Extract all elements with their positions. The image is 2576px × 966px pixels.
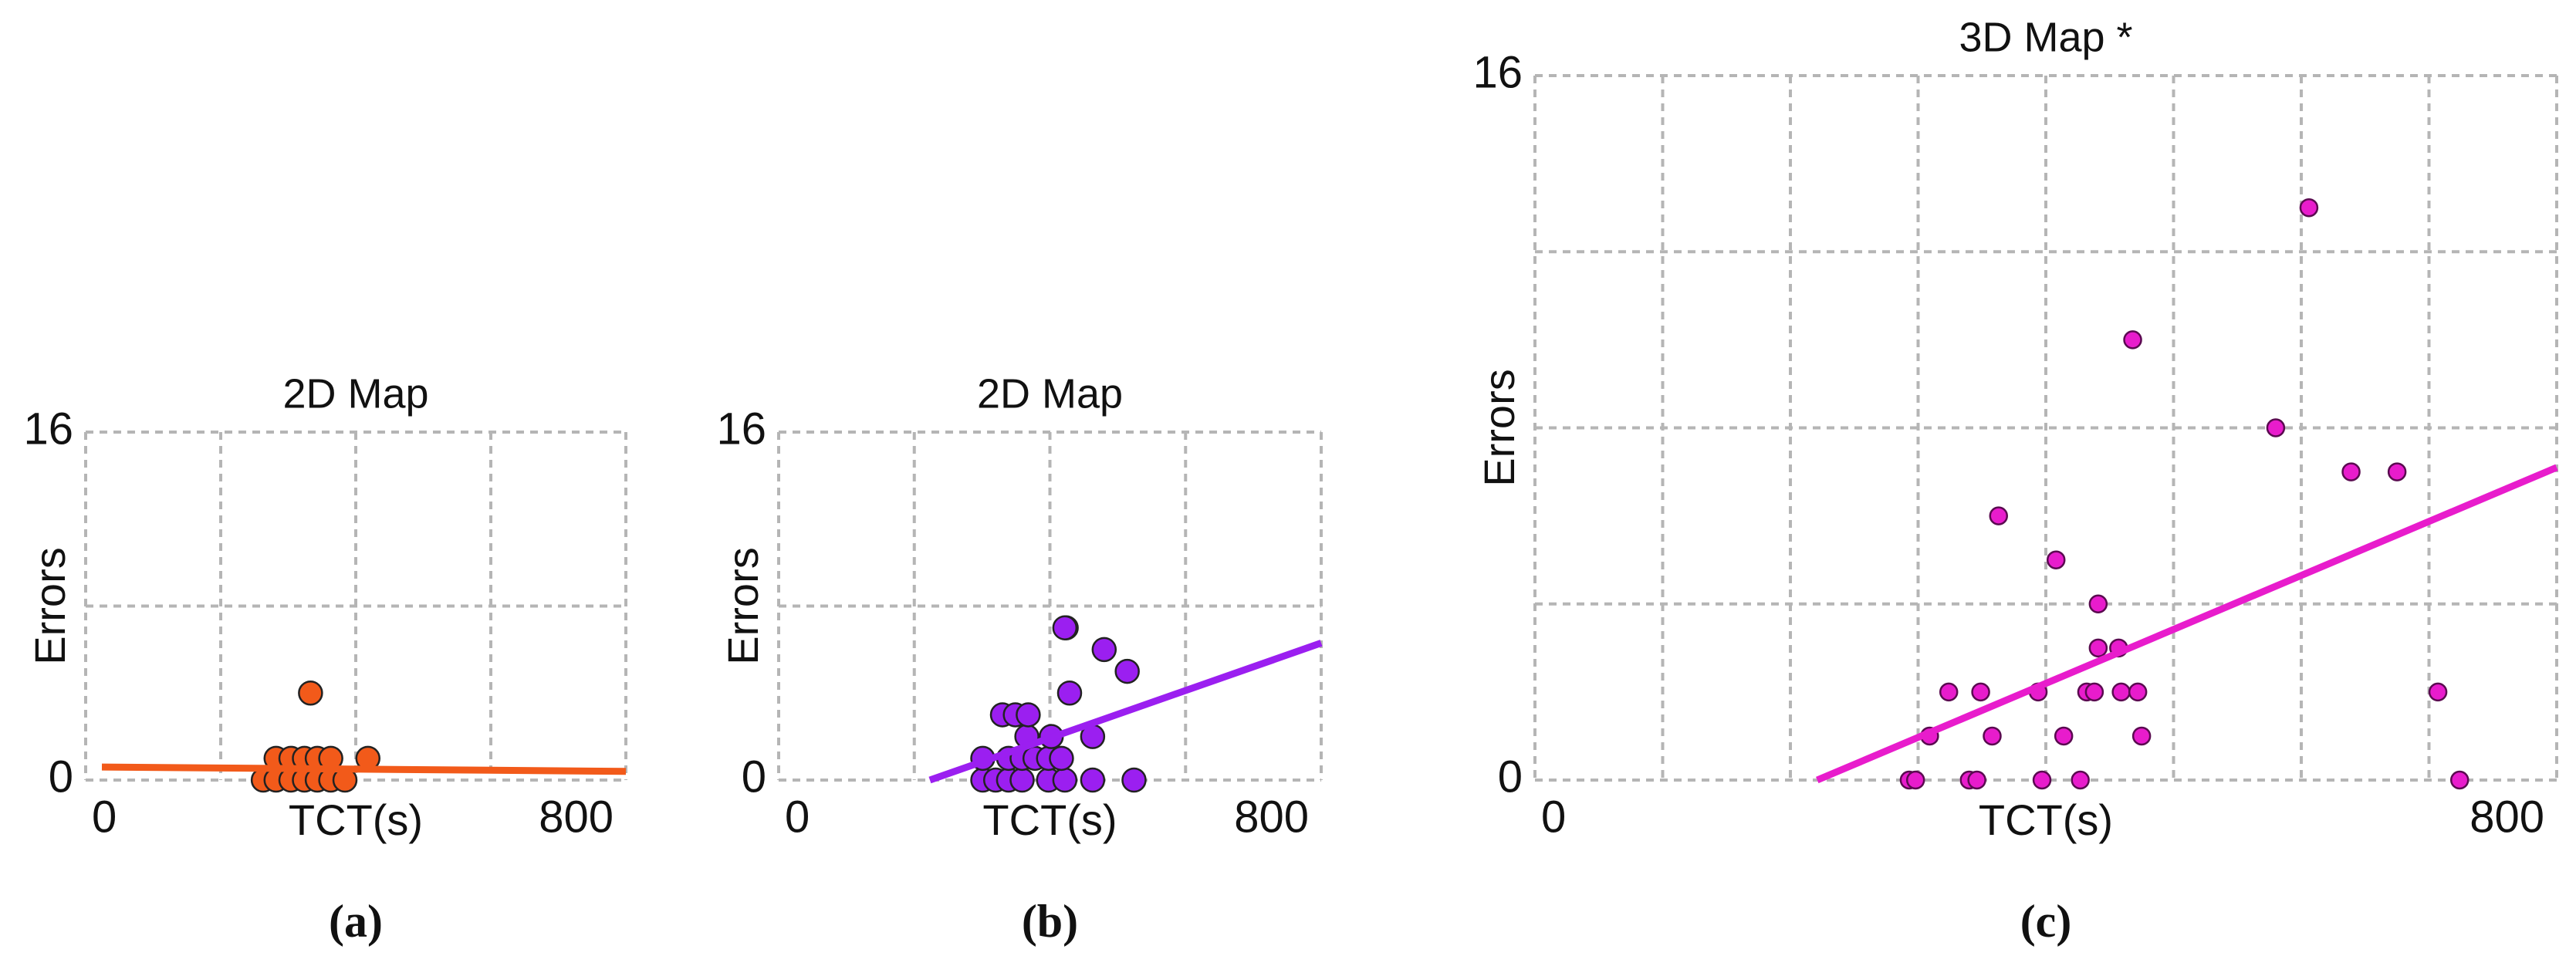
point xyxy=(1121,767,1147,793)
y-tick-label: 0 xyxy=(742,752,766,802)
point xyxy=(1114,658,1140,684)
y-tick-label: 16 xyxy=(23,404,73,454)
point xyxy=(1989,506,2009,525)
point xyxy=(2054,726,2074,746)
point xyxy=(2128,682,2148,702)
point xyxy=(2266,418,2286,437)
point xyxy=(2032,770,2052,790)
point xyxy=(2428,682,2448,702)
point xyxy=(2088,638,2108,658)
y-tick-label: 16 xyxy=(1472,47,1523,97)
point xyxy=(2299,198,2319,218)
plot: 0 800 0 16 2D Map TCT(s) Errors (b) xyxy=(716,370,1323,947)
caption: (a) xyxy=(329,896,383,947)
point xyxy=(1091,637,1117,663)
x-tick-label: 800 xyxy=(539,792,614,842)
y-tick-label: 0 xyxy=(49,752,73,802)
point xyxy=(1009,767,1035,793)
point xyxy=(1971,682,1990,702)
point xyxy=(1905,770,1925,790)
y-axis-label: Errors xyxy=(1475,369,1523,486)
point xyxy=(1052,615,1078,640)
x-axis-label: TCT(s) xyxy=(289,795,423,844)
point xyxy=(2084,682,2104,702)
point xyxy=(1056,681,1083,706)
y-tick-label: 0 xyxy=(1498,752,1523,802)
chart-title: 3D Map * xyxy=(1959,14,2132,60)
y-axis-label: Errors xyxy=(25,547,74,664)
x-axis-label: TCT(s) xyxy=(982,795,1117,844)
point xyxy=(2111,682,2131,702)
chart-title: 2D Map xyxy=(977,370,1123,417)
point xyxy=(1983,726,2002,746)
fit-line xyxy=(928,640,1323,784)
x-tick-label: 0 xyxy=(92,792,117,842)
point xyxy=(298,681,323,706)
point xyxy=(2387,462,2407,481)
x-tick-label: 0 xyxy=(785,792,810,842)
point xyxy=(2123,330,2142,350)
plot: 0 800 0 16 2D Map TCT(s) Errors (a) xyxy=(23,370,627,947)
x-tick-label: 0 xyxy=(1541,792,1566,842)
caption: (b) xyxy=(1022,896,1078,947)
x-axis-label: TCT(s) xyxy=(1979,795,2113,844)
point xyxy=(1016,702,1041,728)
fit-line xyxy=(1816,464,2558,784)
point xyxy=(2046,550,2066,569)
x-tick-label: 800 xyxy=(1234,792,1309,842)
point xyxy=(1939,682,1959,702)
point xyxy=(1080,767,1106,793)
point xyxy=(1967,770,1986,790)
plot: 0 800 0 16 3D Map * TCT(s) Errors (c) xyxy=(1472,14,2558,947)
y-axis-label: Errors xyxy=(718,547,767,664)
point xyxy=(2449,770,2470,790)
point xyxy=(1052,767,1078,793)
point xyxy=(1049,745,1074,772)
fit-line xyxy=(101,763,627,775)
y-tick-label: 16 xyxy=(716,404,766,454)
point xyxy=(2088,594,2108,613)
chart-title: 2D Map xyxy=(282,370,428,417)
x-tick-label: 800 xyxy=(2470,792,2544,842)
point xyxy=(2131,726,2152,746)
point xyxy=(2341,462,2361,481)
caption: (c) xyxy=(2020,896,2072,947)
point xyxy=(2071,770,2090,790)
